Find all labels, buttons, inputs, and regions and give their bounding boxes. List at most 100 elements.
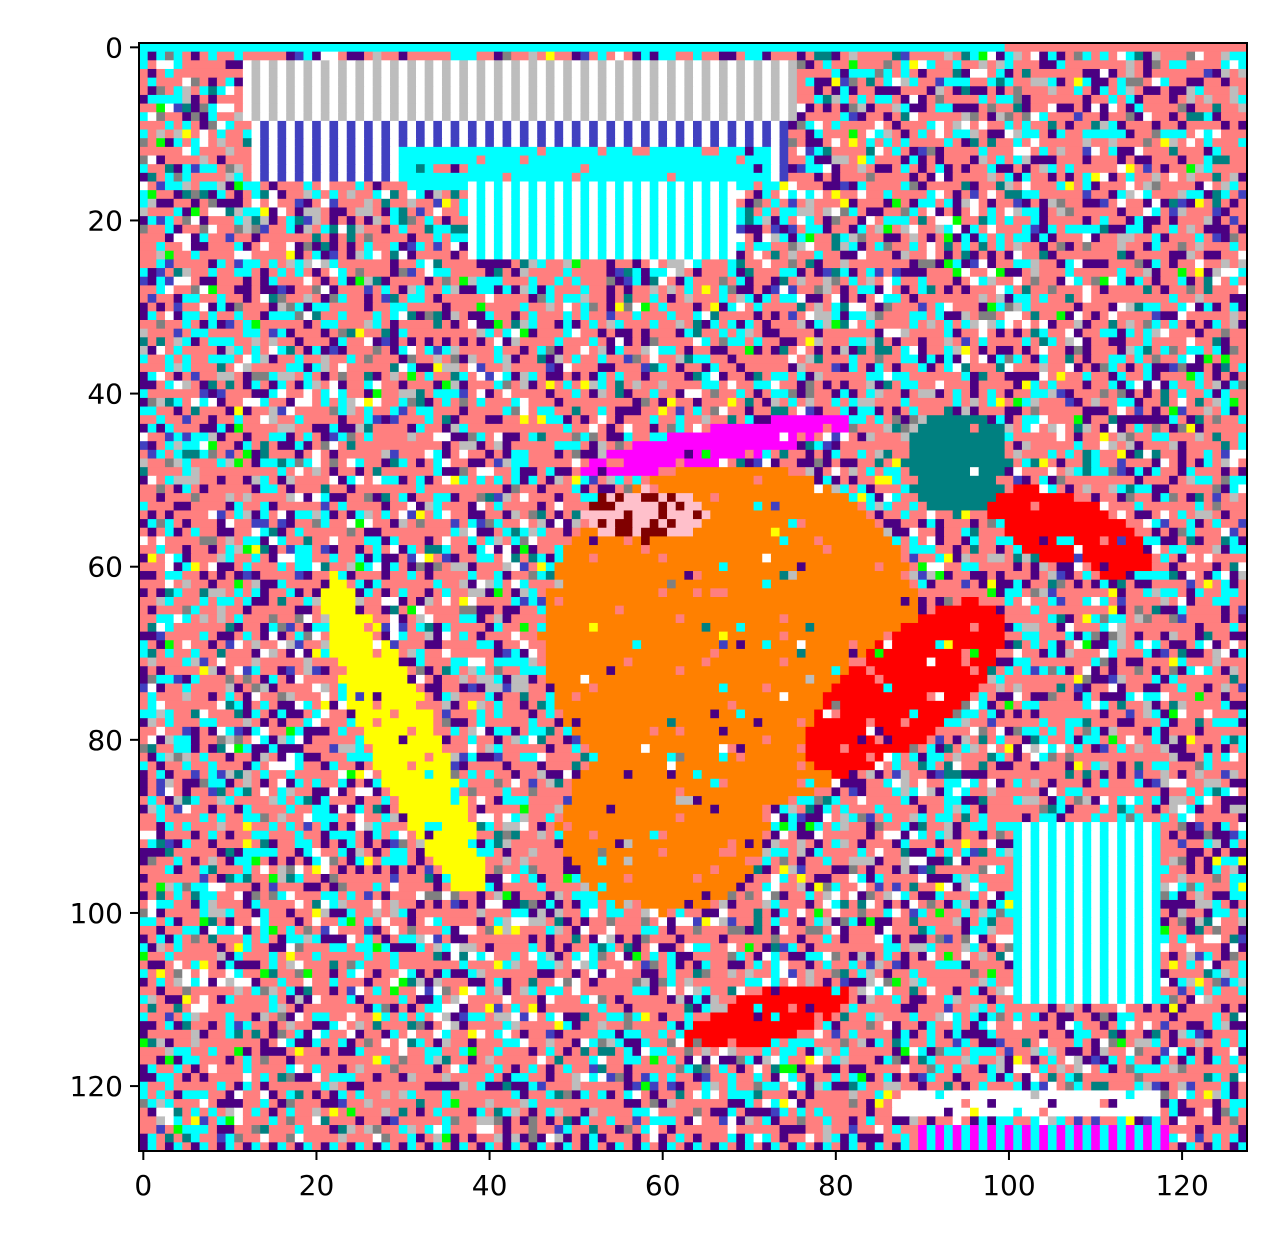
heatmap-cell-run bbox=[753, 68, 763, 79]
heatmap-cell-run bbox=[1099, 86, 1110, 96]
heatmap-cell-run bbox=[1238, 363, 1248, 373]
heatmap-cell-run bbox=[995, 60, 1006, 70]
heatmap-cell-run bbox=[355, 458, 365, 468]
heatmap-cell-run bbox=[528, 86, 538, 96]
heatmap-cell-run bbox=[1056, 449, 1066, 460]
heatmap-cell-run bbox=[580, 94, 590, 105]
heatmap-cell-run bbox=[727, 328, 737, 338]
heatmap-cell-run bbox=[511, 389, 547, 399]
heatmap-cell-run bbox=[822, 250, 841, 261]
heatmap-cell-run bbox=[918, 233, 928, 243]
heatmap-cell-run bbox=[1039, 328, 1049, 338]
heatmap-cell-run bbox=[961, 406, 971, 416]
heatmap-cell-run bbox=[260, 354, 270, 364]
heatmap-cell-run bbox=[286, 285, 296, 295]
heatmap-cell-run bbox=[840, 389, 850, 399]
heatmap-cell-run bbox=[1177, 475, 1188, 486]
heatmap-cell-run bbox=[268, 138, 279, 148]
heatmap-cell-run bbox=[796, 164, 807, 174]
heatmap-cell-run bbox=[216, 510, 227, 520]
heatmap-cell-run bbox=[493, 112, 504, 122]
heatmap-cell-run bbox=[597, 181, 608, 191]
heatmap-cell-run bbox=[1151, 276, 1162, 286]
heatmap-cell-run bbox=[606, 224, 616, 235]
heatmap-cell-run bbox=[346, 233, 357, 243]
heatmap-cell-run bbox=[744, 302, 755, 312]
heatmap-cell-run bbox=[424, 68, 434, 79]
heatmap-cell-run bbox=[744, 250, 755, 261]
heatmap-cell-run bbox=[303, 103, 313, 113]
heatmap-cell-run bbox=[467, 406, 504, 416]
heatmap-cell-run bbox=[892, 60, 902, 70]
heatmap-cell-run bbox=[606, 311, 616, 321]
heatmap-cell-run bbox=[1099, 389, 1110, 399]
heatmap-cell-run bbox=[1195, 302, 1205, 312]
heatmap-cell-run bbox=[485, 389, 495, 399]
heatmap-cell-run bbox=[372, 164, 382, 174]
heatmap-cell-run bbox=[1117, 138, 1144, 148]
heatmap-cell-run bbox=[1177, 207, 1188, 217]
heatmap-cell-run bbox=[199, 224, 209, 235]
heatmap-cell-run bbox=[234, 112, 244, 122]
heatmap-cell-run bbox=[857, 276, 867, 286]
heatmap-cell-run bbox=[173, 60, 183, 70]
heatmap-cell-run bbox=[831, 138, 841, 148]
heatmap-cell-run bbox=[649, 146, 703, 157]
heatmap-cell-run bbox=[502, 224, 512, 235]
heatmap-cell-run bbox=[563, 302, 573, 312]
heatmap-cell-run bbox=[294, 112, 305, 122]
heatmap-cell-run bbox=[874, 380, 885, 390]
heatmap-cell-run bbox=[372, 86, 382, 96]
heatmap-cell-run bbox=[987, 328, 997, 338]
heatmap-cell-run bbox=[1108, 415, 1118, 425]
heatmap-cell-run bbox=[545, 363, 556, 373]
heatmap-cell-run bbox=[407, 423, 417, 434]
heatmap-cell-run bbox=[1056, 77, 1066, 87]
heatmap-cell-run bbox=[589, 77, 599, 87]
heatmap-cell-run bbox=[597, 224, 608, 235]
heatmap-cell-run bbox=[727, 354, 737, 364]
heatmap-cell-run bbox=[433, 354, 443, 364]
heatmap-cell-run bbox=[1091, 285, 1101, 295]
heatmap-cell-run bbox=[1108, 354, 1127, 364]
heatmap-cell-run bbox=[1151, 129, 1162, 139]
heatmap-cell-run bbox=[918, 181, 928, 191]
heatmap-cell-run bbox=[1065, 51, 1075, 61]
heatmap-cell-run bbox=[286, 475, 296, 486]
heatmap-cell-run bbox=[1212, 198, 1222, 209]
heatmap-cell-run bbox=[649, 328, 677, 338]
heatmap-cell-run bbox=[944, 164, 954, 174]
heatmap-cell-run bbox=[1238, 259, 1248, 269]
heatmap-cell-run bbox=[710, 120, 720, 131]
heatmap-cell-run bbox=[199, 77, 209, 87]
heatmap-cell-run bbox=[1091, 423, 1101, 434]
heatmap-cell-run bbox=[407, 216, 417, 226]
heatmap-cell-run bbox=[485, 129, 495, 139]
heatmap-cell-run bbox=[597, 493, 608, 503]
heatmap-cell-run bbox=[199, 86, 209, 96]
heatmap-cell-run bbox=[346, 120, 357, 131]
heatmap-cell-run bbox=[355, 233, 365, 243]
heatmap-cell-run bbox=[900, 207, 911, 217]
heatmap-cell-run bbox=[987, 371, 1006, 382]
heatmap-cell-run bbox=[814, 380, 824, 390]
heatmap-cell-run bbox=[667, 190, 677, 200]
heatmap-cell-run bbox=[286, 155, 296, 165]
heatmap-cell-run bbox=[139, 43, 1006, 53]
heatmap-cell-run bbox=[164, 155, 201, 165]
heatmap-cell-run bbox=[545, 216, 556, 226]
heatmap-cell-run bbox=[1125, 103, 1136, 113]
heatmap-cell-run bbox=[1004, 354, 1014, 364]
heatmap-cell-run bbox=[511, 207, 521, 217]
heatmap-cell-run bbox=[519, 345, 530, 356]
heatmap-cell-run bbox=[866, 302, 876, 312]
heatmap-cell-run bbox=[372, 406, 391, 416]
heatmap-cell-run bbox=[796, 216, 807, 226]
heatmap-cell-run bbox=[589, 242, 599, 252]
heatmap-cell-run bbox=[667, 233, 677, 243]
heatmap-cell-run bbox=[831, 423, 850, 434]
heatmap-cell-run bbox=[822, 441, 833, 451]
heatmap-cell-run bbox=[667, 510, 694, 520]
heatmap-cell-run bbox=[511, 94, 521, 105]
heatmap-cell-run bbox=[450, 285, 460, 295]
